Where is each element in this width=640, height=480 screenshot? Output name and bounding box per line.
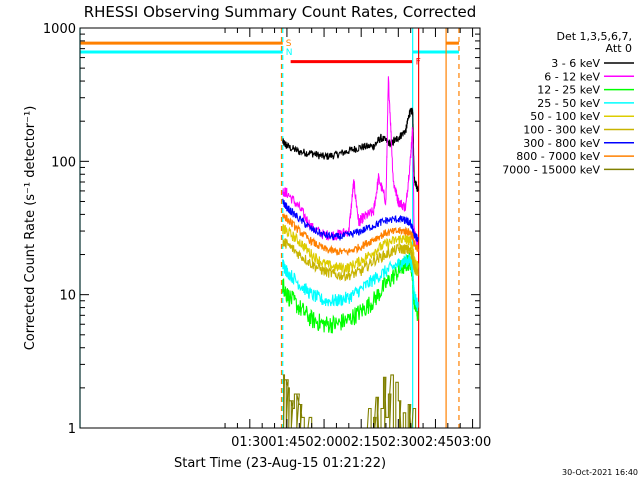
legend-header-1: Att 0 xyxy=(606,42,632,55)
state-flags: SNF xyxy=(80,39,459,68)
series-line-1 xyxy=(282,76,419,252)
legend-header-0: Det 1,3,5,6,7, xyxy=(556,30,632,43)
series-lines xyxy=(282,76,419,429)
plot-frame xyxy=(79,27,481,429)
legend-entry-2: 12 - 25 keV xyxy=(537,84,600,97)
legend-entry-5: 100 - 300 keV xyxy=(523,124,600,137)
series-line-5 xyxy=(282,238,419,282)
y-axis-label: Corrected Count Rate (s⁻¹ detector⁻¹) xyxy=(23,106,38,351)
chart-title: RHESSI Observing Summary Count Rates, Co… xyxy=(84,3,477,21)
y-tick-label-3: 1000 xyxy=(43,22,76,37)
series-line-7 xyxy=(282,213,419,257)
legend-entry-6: 300 - 800 keV xyxy=(523,137,600,150)
legend-entry-0: 3 - 6 keV xyxy=(551,57,600,70)
x-axis-label: Start Time (23-Aug-15 01:21:22) xyxy=(174,456,386,471)
y-tick-label-1: 10 xyxy=(59,289,76,304)
x-tick-label-4: 02:30 xyxy=(380,435,417,450)
x-tick-label-6: 03:00 xyxy=(454,435,491,450)
x-tick-label-1: 01:45 xyxy=(268,435,305,450)
legend-entry-7: 800 - 7000 keV xyxy=(516,150,600,163)
y-tick-label-0: 1 xyxy=(68,422,76,437)
x-tick-label-0: 01:30 xyxy=(231,435,268,450)
y-tick-label-2: 100 xyxy=(51,155,76,170)
series-line-8 xyxy=(282,374,419,429)
series-line-4 xyxy=(282,224,419,273)
series-line-3 xyxy=(282,254,419,312)
series-line-6 xyxy=(282,198,419,243)
x-tick-label-5: 02:45 xyxy=(417,435,454,450)
series-line-0 xyxy=(282,107,419,193)
legend-entry-8: 7000 - 15000 keV xyxy=(502,163,600,176)
legend-entry-4: 50 - 100 keV xyxy=(530,110,600,123)
legend-entry-3: 25 - 50 keV xyxy=(537,97,600,110)
vertical-markers xyxy=(79,28,460,428)
footer-date: 30-Oct-2021 16:40 xyxy=(562,468,638,477)
state-flag-label-1: N xyxy=(286,48,293,58)
legend-entry-1: 6 - 12 keV xyxy=(544,70,600,83)
x-tick-label-2: 02:00 xyxy=(305,435,342,450)
state-flag-label-0: S xyxy=(286,39,292,49)
axes: 1 10 100 1000 01:30 01:45 02:00 02:15 02:30 02:45… xyxy=(43,22,491,450)
x-tick-label-3: 02:15 xyxy=(342,435,379,450)
